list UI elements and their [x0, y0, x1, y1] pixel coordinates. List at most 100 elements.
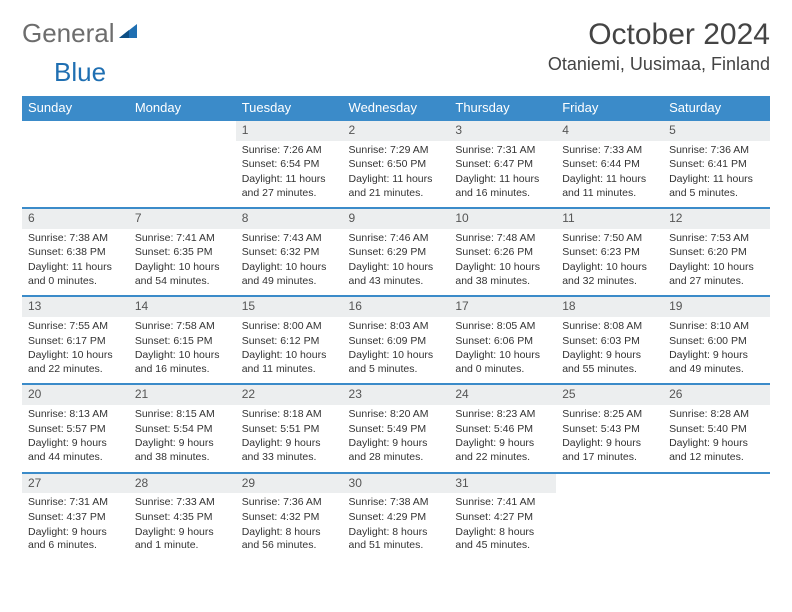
- sunrise-text: Sunrise: 7:26 AM: [242, 144, 337, 158]
- sunset-text: Sunset: 6:09 PM: [349, 335, 444, 349]
- sunset-text: Sunset: 4:29 PM: [349, 511, 444, 525]
- day-number: 19: [663, 297, 770, 317]
- day-number: 25: [556, 385, 663, 405]
- day-cell: 24Sunrise: 8:23 AMSunset: 5:46 PMDayligh…: [449, 384, 556, 472]
- day-content: Sunrise: 7:33 AMSunset: 4:35 PMDaylight:…: [129, 493, 236, 560]
- daylight-text: Daylight: 10 hours and 54 minutes.: [135, 261, 230, 288]
- day-content: Sunrise: 7:36 AMSunset: 6:41 PMDaylight:…: [663, 141, 770, 208]
- day-number: 28: [129, 474, 236, 494]
- day-number: 12: [663, 209, 770, 229]
- day-cell: 21Sunrise: 8:15 AMSunset: 5:54 PMDayligh…: [129, 384, 236, 472]
- week-row: 6Sunrise: 7:38 AMSunset: 6:38 PMDaylight…: [22, 208, 770, 296]
- day-cell: [22, 120, 129, 208]
- week-row: 20Sunrise: 8:13 AMSunset: 5:57 PMDayligh…: [22, 384, 770, 472]
- day-number: 13: [22, 297, 129, 317]
- sunset-text: Sunset: 6:15 PM: [135, 335, 230, 349]
- day-content: Sunrise: 8:08 AMSunset: 6:03 PMDaylight:…: [556, 317, 663, 384]
- day-number: 3: [449, 121, 556, 141]
- daylight-text: Daylight: 10 hours and 27 minutes.: [669, 261, 764, 288]
- day-content: Sunrise: 8:18 AMSunset: 5:51 PMDaylight:…: [236, 405, 343, 472]
- daylight-text: Daylight: 10 hours and 38 minutes.: [455, 261, 550, 288]
- day-content: Sunrise: 8:03 AMSunset: 6:09 PMDaylight:…: [343, 317, 450, 384]
- day-number: 30: [343, 474, 450, 494]
- day-number: 7: [129, 209, 236, 229]
- day-cell: 9Sunrise: 7:46 AMSunset: 6:29 PMDaylight…: [343, 208, 450, 296]
- sunset-text: Sunset: 6:06 PM: [455, 335, 550, 349]
- day-content: Sunrise: 7:53 AMSunset: 6:20 PMDaylight:…: [663, 229, 770, 296]
- daylight-text: Daylight: 10 hours and 22 minutes.: [28, 349, 123, 376]
- day-header-row: Sunday Monday Tuesday Wednesday Thursday…: [22, 96, 770, 120]
- day-number: 18: [556, 297, 663, 317]
- daylight-text: Daylight: 11 hours and 0 minutes.: [28, 261, 123, 288]
- sunset-text: Sunset: 6:03 PM: [562, 335, 657, 349]
- sunrise-text: Sunrise: 7:31 AM: [455, 144, 550, 158]
- day-content: Sunrise: 7:33 AMSunset: 6:44 PMDaylight:…: [556, 141, 663, 208]
- sunset-text: Sunset: 5:51 PM: [242, 423, 337, 437]
- sunrise-text: Sunrise: 7:31 AM: [28, 496, 123, 510]
- day-content: Sunrise: 8:15 AMSunset: 5:54 PMDaylight:…: [129, 405, 236, 472]
- sunset-text: Sunset: 6:50 PM: [349, 158, 444, 172]
- day-number: 17: [449, 297, 556, 317]
- day-cell: 30Sunrise: 7:38 AMSunset: 4:29 PMDayligh…: [343, 473, 450, 561]
- day-number: 21: [129, 385, 236, 405]
- day-cell: 20Sunrise: 8:13 AMSunset: 5:57 PMDayligh…: [22, 384, 129, 472]
- day-content: Sunrise: 7:46 AMSunset: 6:29 PMDaylight:…: [343, 229, 450, 296]
- daylight-text: Daylight: 9 hours and 17 minutes.: [562, 437, 657, 464]
- day-content: Sunrise: 7:38 AMSunset: 6:38 PMDaylight:…: [22, 229, 129, 296]
- logo-icon: [117, 18, 139, 49]
- day-content: Sunrise: 7:31 AMSunset: 4:37 PMDaylight:…: [22, 493, 129, 560]
- day-cell: 23Sunrise: 8:20 AMSunset: 5:49 PMDayligh…: [343, 384, 450, 472]
- sunset-text: Sunset: 6:12 PM: [242, 335, 337, 349]
- sunset-text: Sunset: 5:57 PM: [28, 423, 123, 437]
- day-cell: 11Sunrise: 7:50 AMSunset: 6:23 PMDayligh…: [556, 208, 663, 296]
- day-number: 31: [449, 474, 556, 494]
- daylight-text: Daylight: 11 hours and 16 minutes.: [455, 173, 550, 200]
- day-content: Sunrise: 8:05 AMSunset: 6:06 PMDaylight:…: [449, 317, 556, 384]
- sunset-text: Sunset: 6:38 PM: [28, 246, 123, 260]
- daylight-text: Daylight: 9 hours and 6 minutes.: [28, 526, 123, 553]
- sunrise-text: Sunrise: 8:18 AM: [242, 408, 337, 422]
- logo: General: [22, 18, 141, 49]
- sunrise-text: Sunrise: 8:23 AM: [455, 408, 550, 422]
- day-cell: 15Sunrise: 8:00 AMSunset: 6:12 PMDayligh…: [236, 296, 343, 384]
- sunrise-text: Sunrise: 7:41 AM: [135, 232, 230, 246]
- daylight-text: Daylight: 11 hours and 5 minutes.: [669, 173, 764, 200]
- day-cell: 14Sunrise: 7:58 AMSunset: 6:15 PMDayligh…: [129, 296, 236, 384]
- day-cell: 22Sunrise: 8:18 AMSunset: 5:51 PMDayligh…: [236, 384, 343, 472]
- sunset-text: Sunset: 5:43 PM: [562, 423, 657, 437]
- sunrise-text: Sunrise: 7:36 AM: [669, 144, 764, 158]
- day-cell: 12Sunrise: 7:53 AMSunset: 6:20 PMDayligh…: [663, 208, 770, 296]
- daylight-text: Daylight: 8 hours and 56 minutes.: [242, 526, 337, 553]
- day-number: 29: [236, 474, 343, 494]
- sunset-text: Sunset: 6:00 PM: [669, 335, 764, 349]
- week-row: 27Sunrise: 7:31 AMSunset: 4:37 PMDayligh…: [22, 473, 770, 561]
- day-cell: 2Sunrise: 7:29 AMSunset: 6:50 PMDaylight…: [343, 120, 450, 208]
- daylight-text: Daylight: 9 hours and 38 minutes.: [135, 437, 230, 464]
- day-cell: 29Sunrise: 7:36 AMSunset: 4:32 PMDayligh…: [236, 473, 343, 561]
- sunset-text: Sunset: 6:17 PM: [28, 335, 123, 349]
- day-cell: 19Sunrise: 8:10 AMSunset: 6:00 PMDayligh…: [663, 296, 770, 384]
- day-number: 9: [343, 209, 450, 229]
- day-cell: 17Sunrise: 8:05 AMSunset: 6:06 PMDayligh…: [449, 296, 556, 384]
- day-cell: 4Sunrise: 7:33 AMSunset: 6:44 PMDaylight…: [556, 120, 663, 208]
- day-content: Sunrise: 7:43 AMSunset: 6:32 PMDaylight:…: [236, 229, 343, 296]
- day-content: Sunrise: 7:31 AMSunset: 6:47 PMDaylight:…: [449, 141, 556, 208]
- sunset-text: Sunset: 6:35 PM: [135, 246, 230, 260]
- daylight-text: Daylight: 10 hours and 49 minutes.: [242, 261, 337, 288]
- sunrise-text: Sunrise: 7:33 AM: [135, 496, 230, 510]
- sunset-text: Sunset: 6:47 PM: [455, 158, 550, 172]
- sunset-text: Sunset: 5:40 PM: [669, 423, 764, 437]
- day-content: Sunrise: 8:25 AMSunset: 5:43 PMDaylight:…: [556, 405, 663, 472]
- day-number: 15: [236, 297, 343, 317]
- daylight-text: Daylight: 9 hours and 28 minutes.: [349, 437, 444, 464]
- day-number: 2: [343, 121, 450, 141]
- week-row: 1Sunrise: 7:26 AMSunset: 6:54 PMDaylight…: [22, 120, 770, 208]
- day-content: Sunrise: 8:28 AMSunset: 5:40 PMDaylight:…: [663, 405, 770, 472]
- daylight-text: Daylight: 11 hours and 27 minutes.: [242, 173, 337, 200]
- day-number: 22: [236, 385, 343, 405]
- day-cell: 25Sunrise: 8:25 AMSunset: 5:43 PMDayligh…: [556, 384, 663, 472]
- sunset-text: Sunset: 6:41 PM: [669, 158, 764, 172]
- sunrise-text: Sunrise: 7:33 AM: [562, 144, 657, 158]
- sunrise-text: Sunrise: 8:15 AM: [135, 408, 230, 422]
- day-header: Thursday: [449, 96, 556, 120]
